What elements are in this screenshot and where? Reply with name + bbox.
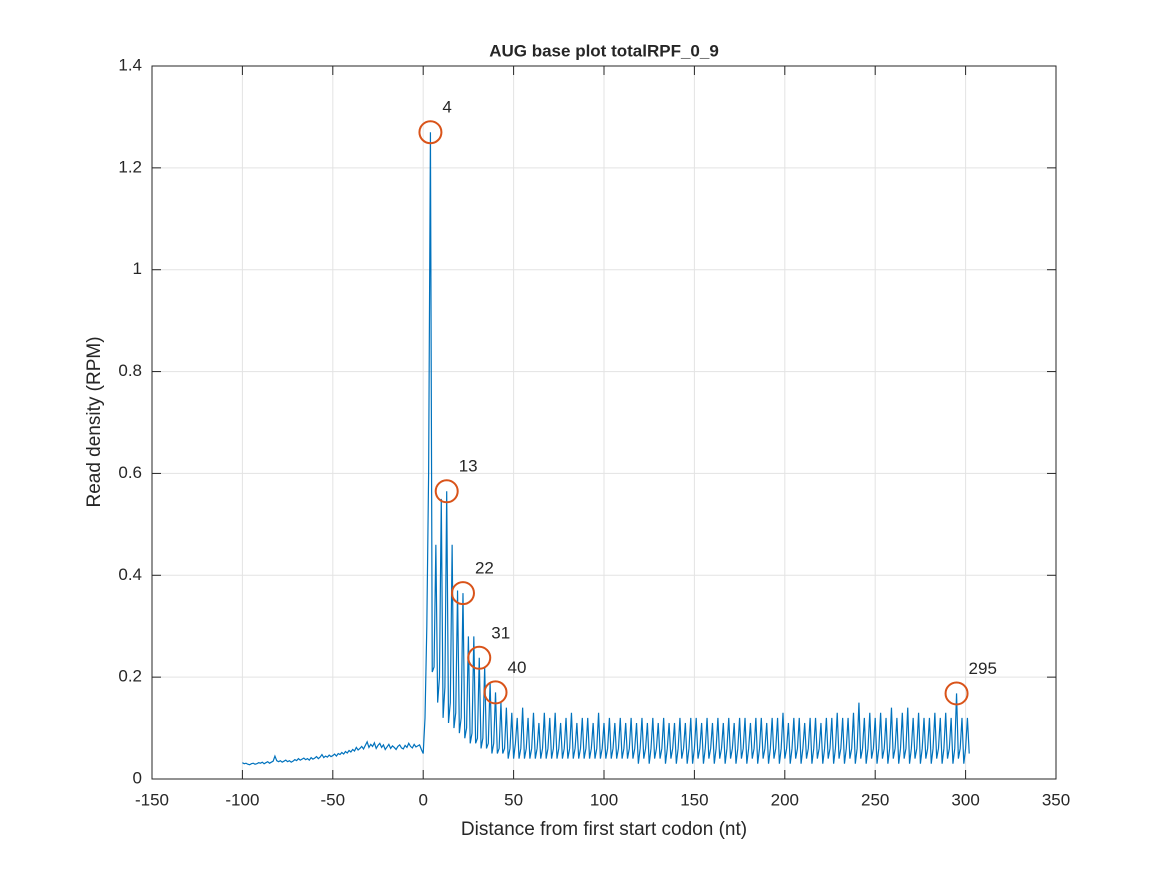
peak-marker bbox=[450, 581, 475, 606]
x-tick-label: 350 bbox=[1042, 790, 1070, 809]
x-tick-label: 0 bbox=[418, 790, 427, 809]
y-tick-label: 1.2 bbox=[118, 157, 142, 176]
x-tick-label: -150 bbox=[135, 790, 169, 809]
data-line bbox=[242, 132, 970, 766]
y-tick-label: 0.8 bbox=[118, 361, 142, 380]
y-tick-label: 0.2 bbox=[118, 667, 142, 686]
x-tick-label: 250 bbox=[861, 790, 889, 809]
y-tick-label: 1.4 bbox=[118, 55, 142, 74]
x-tick-label: 50 bbox=[504, 790, 523, 809]
peak-label: 13 bbox=[459, 457, 478, 476]
x-axis-label: Distance from first start codon (nt) bbox=[461, 819, 747, 840]
peak-label: 4 bbox=[442, 98, 451, 117]
peak-marker bbox=[434, 479, 459, 504]
peak-label: 31 bbox=[491, 623, 510, 642]
y-axis-label: Read density (RPM) bbox=[84, 336, 105, 507]
y-tick-label: 0.4 bbox=[118, 565, 142, 584]
peak-marker bbox=[467, 645, 492, 670]
x-tick-label: 150 bbox=[680, 790, 708, 809]
y-tick-label: 0.6 bbox=[118, 463, 142, 482]
x-tick-label: -100 bbox=[225, 790, 259, 809]
peak-label: 295 bbox=[969, 659, 997, 678]
peak-label: 22 bbox=[475, 559, 494, 578]
peak-marker bbox=[418, 120, 443, 145]
peak-label: 40 bbox=[508, 658, 527, 677]
y-tick-label: 0 bbox=[133, 768, 142, 787]
chart-title: AUG base plot totalRPF_0_9 bbox=[489, 41, 719, 60]
y-tick-label: 1 bbox=[133, 259, 142, 278]
x-tick-label: 300 bbox=[951, 790, 979, 809]
x-tick-label: 200 bbox=[771, 790, 799, 809]
peak-marker bbox=[483, 680, 508, 705]
peak-marker bbox=[944, 681, 969, 706]
x-tick-label: 100 bbox=[590, 790, 618, 809]
x-tick-label: -50 bbox=[321, 790, 346, 809]
